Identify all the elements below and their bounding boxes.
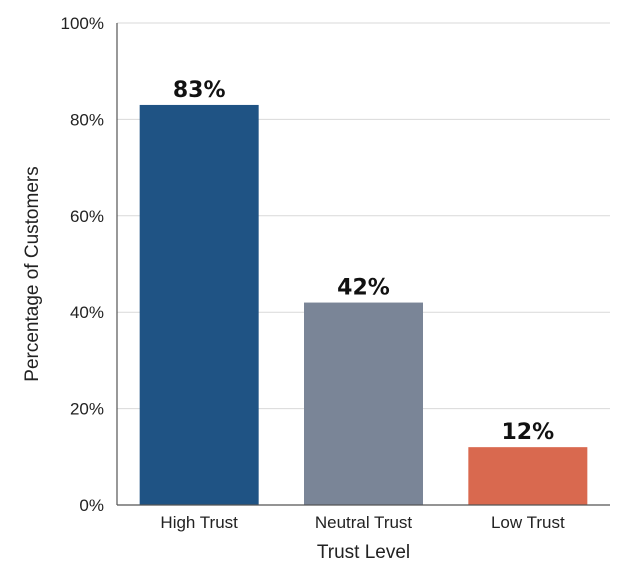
x-category-label: Neutral Trust (315, 513, 413, 532)
data-label: 83% (173, 78, 226, 103)
x-category-label: High Trust (160, 513, 238, 532)
data-label: 12% (501, 420, 554, 445)
bar-high-trust (139, 104, 259, 505)
y-tick-label: 100% (61, 14, 104, 33)
x-axis-title: Trust Level (317, 542, 410, 563)
data-labels: 83% 42% 12% (173, 78, 554, 445)
y-tick-label: 0% (79, 496, 104, 515)
x-category-labels: High Trust Neutral Trust Low Trust (160, 513, 565, 532)
y-tick-label: 80% (70, 110, 104, 129)
y-tick-label: 40% (70, 303, 104, 322)
y-axis-title: Percentage of Customers (22, 166, 43, 381)
y-tick-labels: 0% 20% 40% 60% 80% 100% (61, 14, 104, 515)
data-label: 42% (337, 276, 390, 301)
bar-low-trust (468, 447, 588, 505)
bars (139, 104, 588, 505)
x-category-label: Low Trust (491, 513, 565, 532)
bar-neutral-trust (304, 302, 423, 505)
y-tick-label: 60% (70, 207, 104, 226)
y-tick-label: 20% (70, 400, 104, 419)
